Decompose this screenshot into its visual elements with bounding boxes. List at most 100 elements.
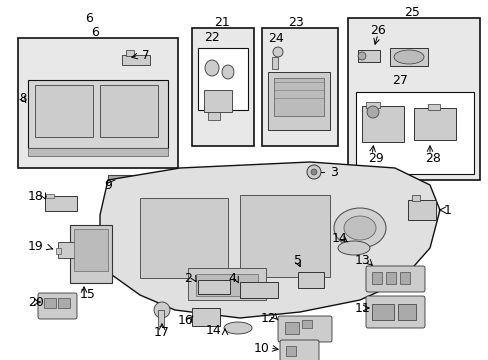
Bar <box>267 72 329 130</box>
Text: 4: 4 <box>227 271 235 284</box>
Bar <box>44 298 56 308</box>
FancyBboxPatch shape <box>365 266 424 292</box>
Bar <box>365 102 379 108</box>
Text: 15: 15 <box>80 288 96 302</box>
Bar <box>58 298 70 308</box>
Bar <box>399 272 409 284</box>
Ellipse shape <box>224 322 251 334</box>
Text: 6: 6 <box>85 12 93 24</box>
Circle shape <box>306 165 320 179</box>
Bar <box>355 92 473 174</box>
Ellipse shape <box>343 216 375 240</box>
Bar <box>361 106 403 142</box>
Bar <box>285 322 298 334</box>
Text: 8: 8 <box>19 91 27 104</box>
Text: 3: 3 <box>329 166 337 179</box>
Text: 13: 13 <box>353 253 369 266</box>
FancyBboxPatch shape <box>278 316 331 342</box>
Text: 2: 2 <box>183 271 192 284</box>
Bar <box>240 195 329 277</box>
Bar <box>302 320 311 328</box>
Ellipse shape <box>393 50 423 64</box>
Text: 20: 20 <box>28 296 44 309</box>
Text: 16: 16 <box>178 314 193 327</box>
Bar <box>187 268 265 300</box>
Text: 6: 6 <box>91 26 99 39</box>
Text: 25: 25 <box>403 5 419 18</box>
Bar <box>389 48 427 66</box>
Text: 1: 1 <box>443 203 451 216</box>
Polygon shape <box>28 80 168 148</box>
Bar <box>28 148 168 156</box>
Bar <box>407 200 435 220</box>
Text: 29: 29 <box>367 152 383 165</box>
Text: 26: 26 <box>369 23 385 36</box>
Circle shape <box>310 169 316 175</box>
Bar <box>58 242 80 258</box>
Ellipse shape <box>204 60 219 76</box>
Bar <box>46 194 54 198</box>
Polygon shape <box>100 162 439 318</box>
Bar <box>411 195 419 201</box>
Bar <box>240 282 278 298</box>
Text: 11: 11 <box>353 302 369 315</box>
Bar <box>357 50 379 62</box>
FancyBboxPatch shape <box>280 340 318 360</box>
Bar <box>347 18 479 180</box>
Text: 22: 22 <box>203 31 220 44</box>
Text: 24: 24 <box>267 32 284 45</box>
Bar <box>273 78 324 116</box>
Text: 23: 23 <box>287 15 303 28</box>
Ellipse shape <box>337 241 369 255</box>
Bar <box>192 308 220 326</box>
Text: 12: 12 <box>260 311 275 324</box>
Bar <box>385 272 395 284</box>
Text: 9: 9 <box>104 179 112 192</box>
Bar <box>126 50 134 56</box>
Text: 14: 14 <box>331 231 347 244</box>
Bar <box>413 108 455 140</box>
Text: 10: 10 <box>254 342 269 355</box>
Bar <box>196 274 258 296</box>
Text: 7: 7 <box>142 49 149 62</box>
Bar <box>192 28 253 146</box>
FancyBboxPatch shape <box>365 296 424 328</box>
Bar <box>56 248 61 254</box>
Text: 17: 17 <box>154 325 170 338</box>
Circle shape <box>154 302 170 318</box>
Bar <box>203 90 231 112</box>
Bar <box>74 229 108 271</box>
Ellipse shape <box>333 208 385 248</box>
Bar <box>100 85 158 137</box>
Text: 21: 21 <box>214 15 229 28</box>
FancyBboxPatch shape <box>38 293 77 319</box>
Text: 18: 18 <box>28 189 44 202</box>
Bar <box>427 104 439 110</box>
Bar <box>198 48 247 110</box>
Bar <box>140 198 227 278</box>
Bar <box>371 304 393 320</box>
Circle shape <box>272 47 283 57</box>
Text: 27: 27 <box>391 73 407 86</box>
Bar <box>285 346 295 356</box>
Bar <box>45 196 77 211</box>
Circle shape <box>366 106 378 118</box>
Bar <box>122 55 150 65</box>
Bar <box>207 112 220 120</box>
Ellipse shape <box>222 65 234 79</box>
Bar <box>297 272 324 288</box>
Text: 5: 5 <box>293 253 302 266</box>
Bar <box>262 28 337 146</box>
Bar <box>35 85 93 137</box>
Bar <box>70 225 112 283</box>
Bar <box>271 57 278 69</box>
Bar <box>371 272 381 284</box>
Bar <box>397 304 415 320</box>
Circle shape <box>357 52 365 60</box>
Text: 19: 19 <box>28 239 43 252</box>
Bar <box>18 38 178 168</box>
Bar <box>108 175 176 183</box>
Bar <box>198 280 229 294</box>
Bar <box>158 310 163 326</box>
Text: 28: 28 <box>424 152 440 165</box>
